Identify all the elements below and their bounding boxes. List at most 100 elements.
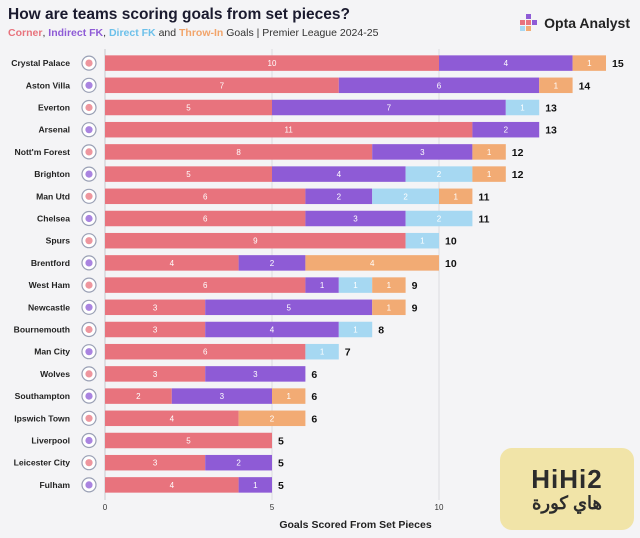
subtitle-tail: Goals | Premier League 2024-25	[223, 27, 379, 39]
segment-value-label: 2	[504, 126, 509, 135]
total-value-label: 9	[412, 280, 418, 292]
bar-segment	[105, 188, 306, 205]
segment-value-label: 1	[587, 59, 592, 68]
segment-value-label: 2	[337, 192, 342, 201]
segment-value-label: 1	[453, 192, 458, 201]
bar-segment	[305, 277, 339, 293]
bar-segment	[238, 410, 306, 427]
bar-segment	[105, 299, 206, 316]
team-crest-icon	[85, 59, 93, 67]
segment-value-label: 2	[270, 414, 275, 423]
team-crest-icon	[85, 392, 93, 400]
bar-segment	[105, 77, 339, 94]
segment-value-label: 1	[387, 281, 392, 290]
bar-segment	[372, 188, 439, 205]
total-value-label: 7	[345, 347, 351, 359]
bar-segment	[572, 55, 606, 71]
team-label: Bournemouth	[14, 325, 70, 335]
segment-value-label: 1	[387, 303, 392, 312]
team-label: Brentford	[31, 258, 70, 268]
bar-segment	[105, 366, 206, 382]
segment-value-label: 6	[203, 215, 208, 224]
team-crest-icon	[85, 370, 93, 378]
total-value-label: 11	[478, 191, 489, 203]
team-label: Newcastle	[28, 302, 70, 312]
segment-value-label: 1	[520, 104, 525, 113]
bar-segment	[405, 232, 439, 249]
segment-value-label: 8	[236, 148, 241, 157]
segment-value-label: 6	[203, 192, 208, 201]
bar-segment	[305, 343, 339, 360]
bar-segment	[372, 277, 406, 293]
total-value-label: 9	[412, 302, 418, 314]
legend-and: and	[155, 27, 180, 39]
bar-segment	[105, 210, 306, 227]
team-label: Wolves	[40, 369, 70, 379]
team-label: Southampton	[15, 391, 70, 401]
segment-value-label: 3	[153, 370, 158, 379]
legend-direct-fk: Direct FK	[108, 27, 156, 39]
team-label: Ipswich Town	[14, 413, 70, 423]
bar-segment	[105, 432, 272, 449]
segment-value-label: 2	[136, 392, 141, 401]
segment-value-label: 1	[286, 392, 291, 401]
bar-segment	[105, 477, 239, 493]
bar-segment	[405, 166, 473, 182]
watermark-latin-text: HiHi2	[531, 464, 603, 494]
segment-value-label: 4	[170, 414, 175, 423]
team-crest-icon	[85, 192, 93, 200]
bar-segment	[105, 321, 206, 338]
total-value-label: 11	[478, 214, 489, 226]
team-crest-icon	[85, 170, 93, 178]
segment-value-label: 7	[387, 104, 392, 113]
legend-separator: ,	[42, 27, 49, 39]
bar-segment	[372, 144, 473, 160]
segment-value-label: 11	[285, 126, 294, 135]
segment-value-label: 4	[270, 326, 275, 335]
watermark-arabic-text: هاي كورة	[531, 493, 603, 513]
segment-value-label: 5	[186, 170, 191, 179]
bar-segment	[105, 166, 272, 182]
team-crest-icon	[85, 325, 93, 334]
legend-separator: ,	[103, 27, 109, 39]
legend-corner: Corner	[8, 27, 43, 39]
bar-segment	[105, 144, 373, 160]
segment-value-label: 6	[203, 348, 208, 357]
bar-segment	[272, 388, 306, 404]
team-label: West Ham	[29, 280, 71, 290]
segment-value-label: 1	[320, 281, 325, 290]
bar-segment	[105, 99, 272, 116]
total-value-label: 15	[612, 58, 624, 70]
team-label: Man Utd	[36, 191, 70, 201]
team-label: Man City	[34, 347, 70, 357]
bar-segment	[205, 299, 373, 316]
total-value-label: 10	[445, 258, 457, 270]
total-value-label: 13	[545, 103, 557, 115]
segment-value-label: 1	[487, 170, 492, 179]
segment-value-label: 2	[437, 215, 442, 224]
segment-value-label: 6	[437, 81, 442, 90]
total-value-label: 6	[311, 369, 317, 381]
bar-segment	[338, 277, 373, 293]
team-crest-icon	[85, 126, 93, 134]
segment-value-label: 5	[286, 303, 291, 312]
bar-segment	[105, 343, 306, 360]
x-tick-label: 0	[103, 503, 108, 512]
segment-value-label: 4	[337, 170, 342, 179]
bar-segment	[105, 121, 473, 138]
team-crest-icon	[85, 148, 93, 156]
bar-segment	[338, 321, 373, 338]
team-label: Leicester City	[14, 458, 71, 468]
x-tick-label: 5	[270, 503, 275, 512]
team-label: Chelsea	[37, 214, 70, 224]
bar-segment	[105, 410, 239, 427]
team-crest-icon	[85, 459, 93, 467]
total-value-label: 5	[278, 458, 284, 470]
bar-segment	[105, 388, 172, 404]
bar-segment	[539, 77, 573, 94]
brand-logo: Opta Analyst	[520, 14, 630, 32]
team-label: Aston Villa	[26, 80, 70, 90]
chart-subtitle: Corner, Indirect FK, Direct FK and Throw…	[8, 27, 378, 39]
team-crest-icon	[85, 414, 93, 422]
